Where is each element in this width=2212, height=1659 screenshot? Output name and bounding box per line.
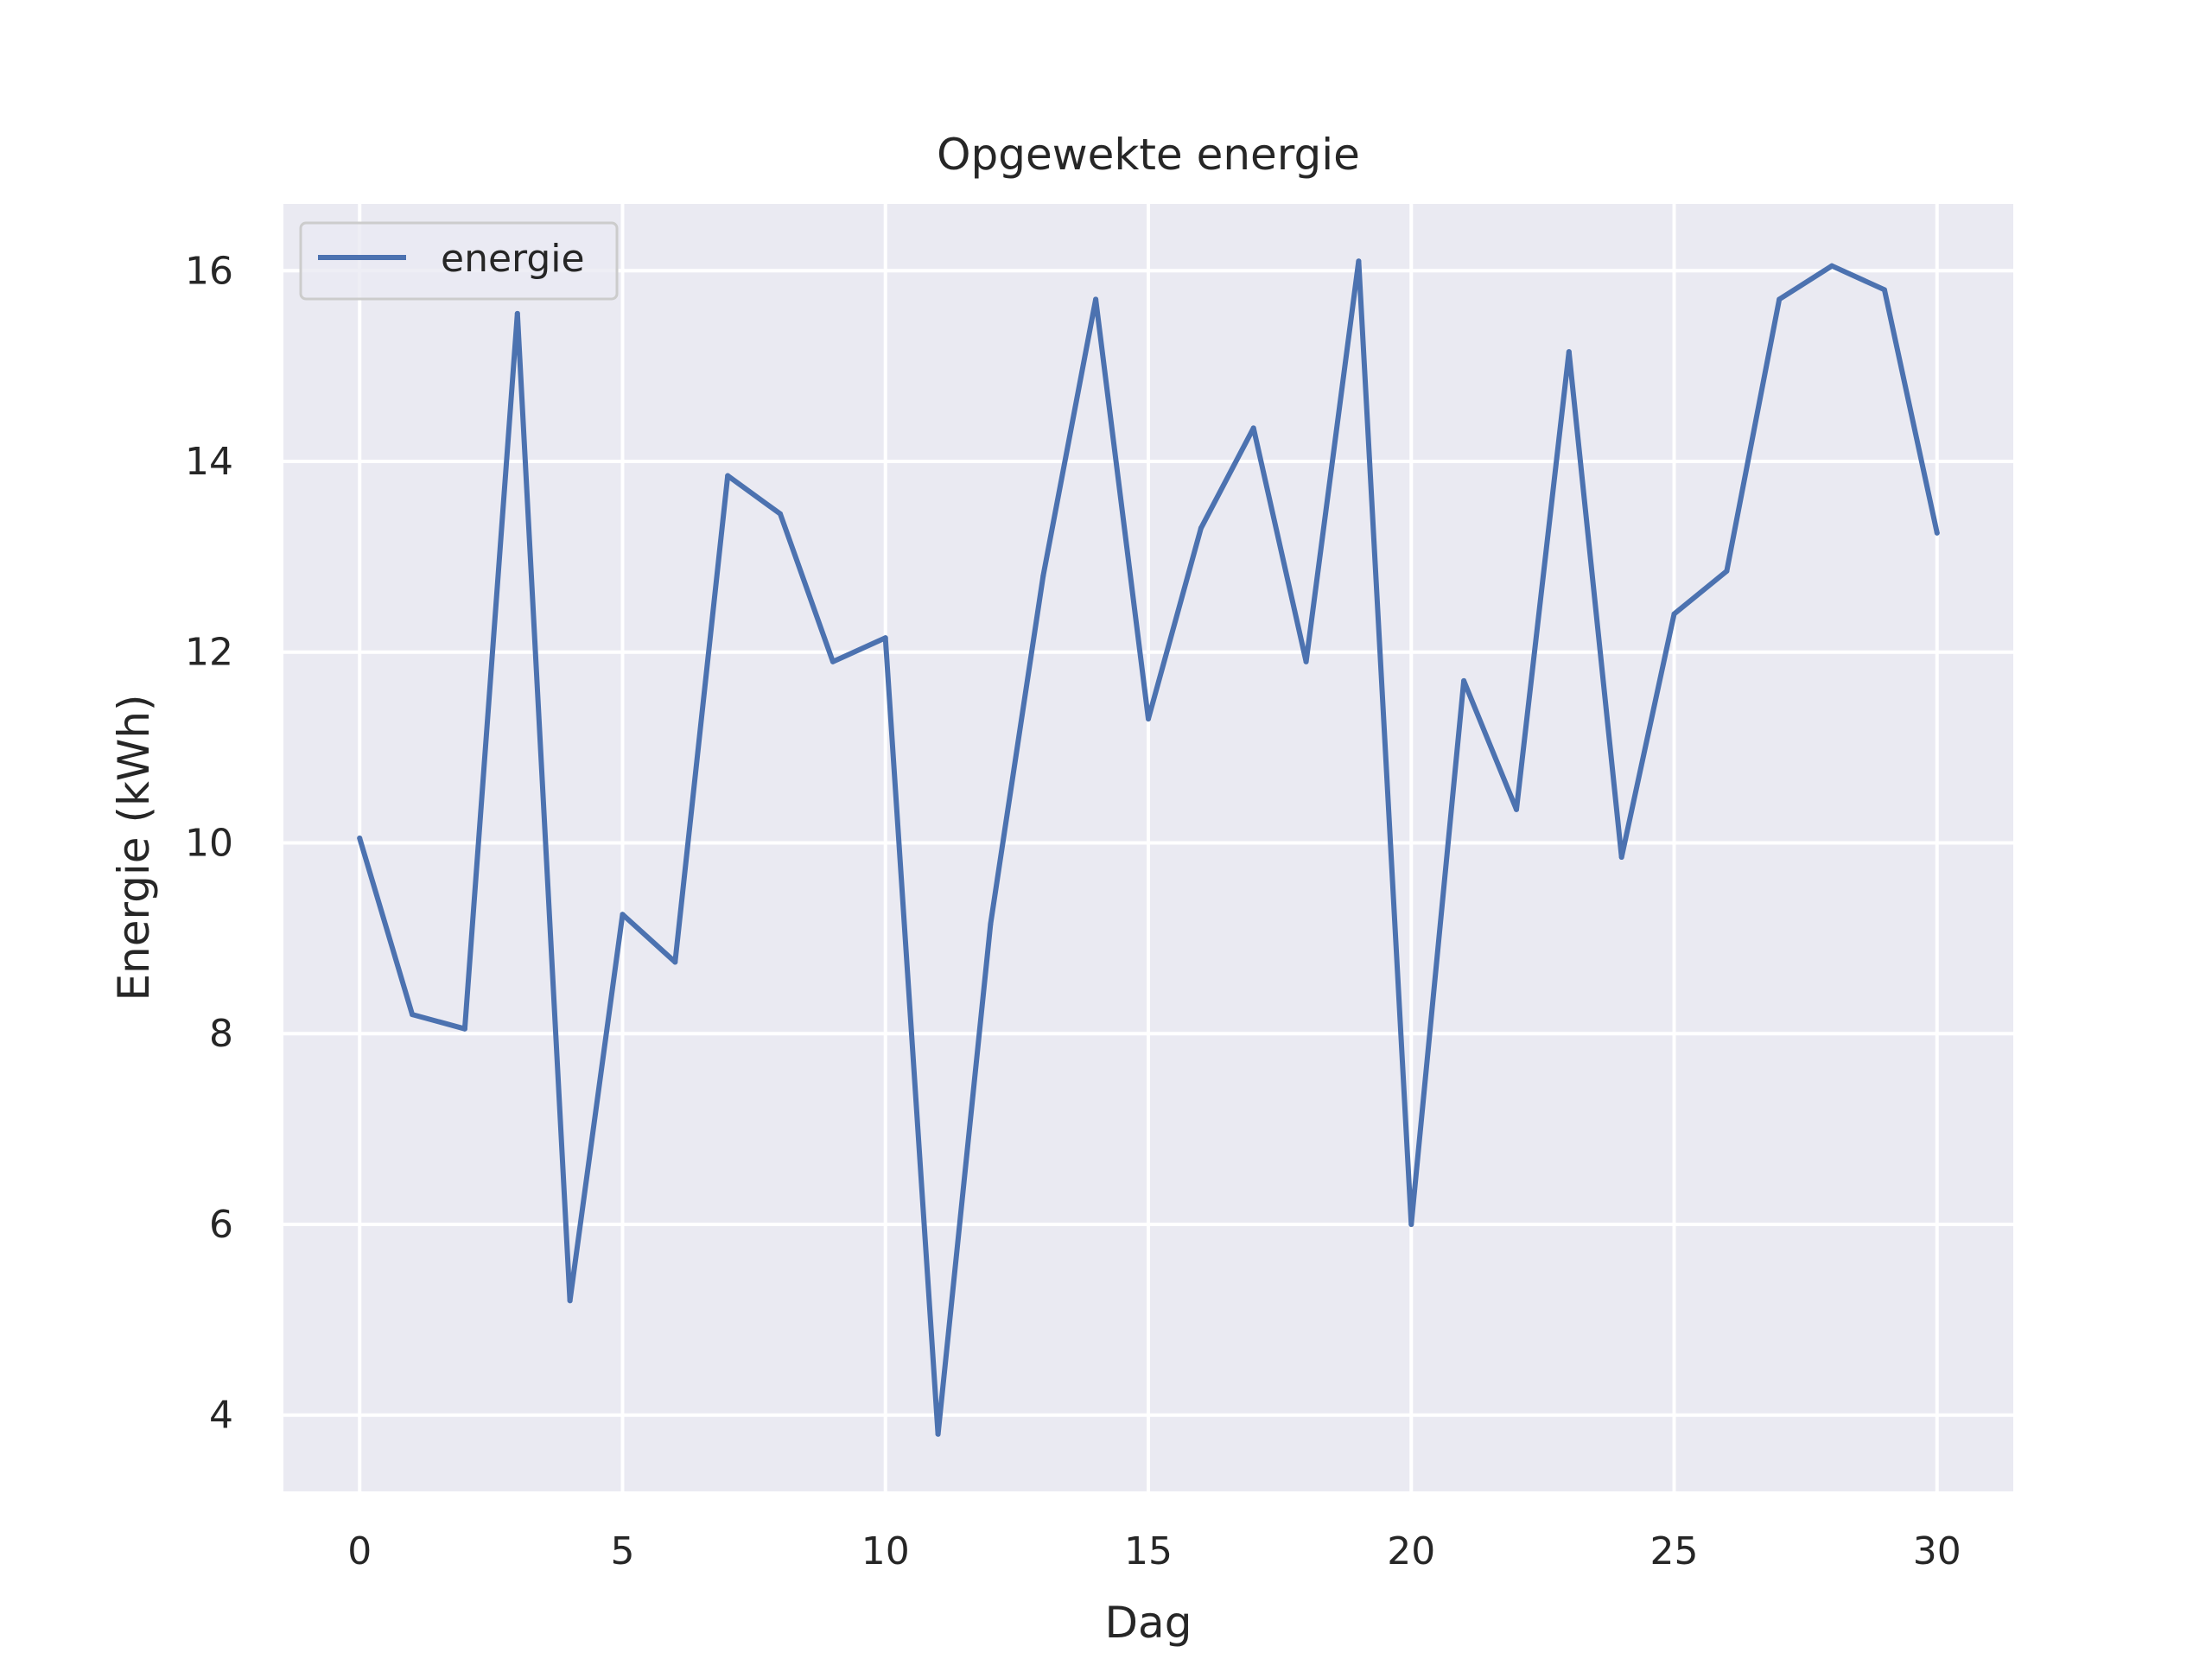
x-tick-label: 5	[610, 1529, 634, 1573]
data-point	[1093, 296, 1099, 302]
data-point	[1777, 296, 1783, 302]
series-group	[357, 258, 1940, 1437]
data-point	[567, 1298, 573, 1304]
x-tick-label: 10	[861, 1529, 910, 1573]
data-point	[410, 1012, 416, 1018]
data-point	[1513, 806, 1519, 812]
y-tick-labels: 4 6 8 10 12 14 16	[185, 249, 233, 1437]
y-tick-label: 10	[185, 821, 233, 865]
data-point	[1303, 658, 1309, 664]
y-tick-label: 16	[185, 249, 233, 293]
legend-box	[299, 221, 619, 301]
grid-lines	[283, 204, 2013, 1491]
x-tick-labels: 0 5 10 15 20 25 30	[347, 1529, 1961, 1573]
legend: energie	[299, 221, 619, 301]
data-point	[620, 912, 626, 918]
data-point	[1356, 258, 1362, 264]
data-point	[1881, 287, 1887, 293]
data-point	[1934, 530, 1940, 536]
x-axis-label: Dag	[1105, 1598, 1192, 1648]
data-point	[672, 959, 678, 965]
data-point	[1040, 573, 1046, 579]
y-tick-label: 8	[209, 1012, 233, 1056]
x-tick-label: 25	[1650, 1529, 1699, 1573]
data-point	[1671, 611, 1677, 617]
x-tick-label: 20	[1387, 1529, 1435, 1573]
x-tick-label: 30	[1913, 1529, 1961, 1573]
data-point	[935, 1431, 941, 1437]
data-point	[461, 1026, 467, 1032]
data-point	[1146, 716, 1151, 721]
data-point	[830, 658, 836, 664]
y-tick-label: 6	[209, 1203, 233, 1247]
x-tick-label: 0	[347, 1529, 372, 1573]
data-point	[882, 635, 888, 641]
data-point	[1724, 568, 1730, 574]
y-tick-label: 4	[209, 1394, 233, 1438]
y-axis-label: Energie (kWh)	[109, 694, 159, 1001]
data-point	[1408, 1221, 1414, 1227]
data-point	[988, 921, 994, 927]
data-point	[1198, 525, 1204, 531]
data-point	[1618, 855, 1624, 861]
x-tick-label: 15	[1124, 1529, 1173, 1573]
y-tick-label: 14	[185, 440, 233, 484]
data-point	[778, 511, 784, 517]
data-point	[514, 310, 520, 316]
data-point	[1829, 263, 1835, 269]
legend-label-energie: energie	[441, 237, 585, 281]
data-point	[1566, 349, 1572, 355]
chart-title: Opgewekte energie	[937, 130, 1360, 180]
data-point	[725, 473, 731, 479]
data-point	[1461, 677, 1467, 683]
y-tick-label: 12	[185, 631, 233, 675]
data-point	[357, 835, 363, 841]
data-point	[1250, 425, 1256, 431]
